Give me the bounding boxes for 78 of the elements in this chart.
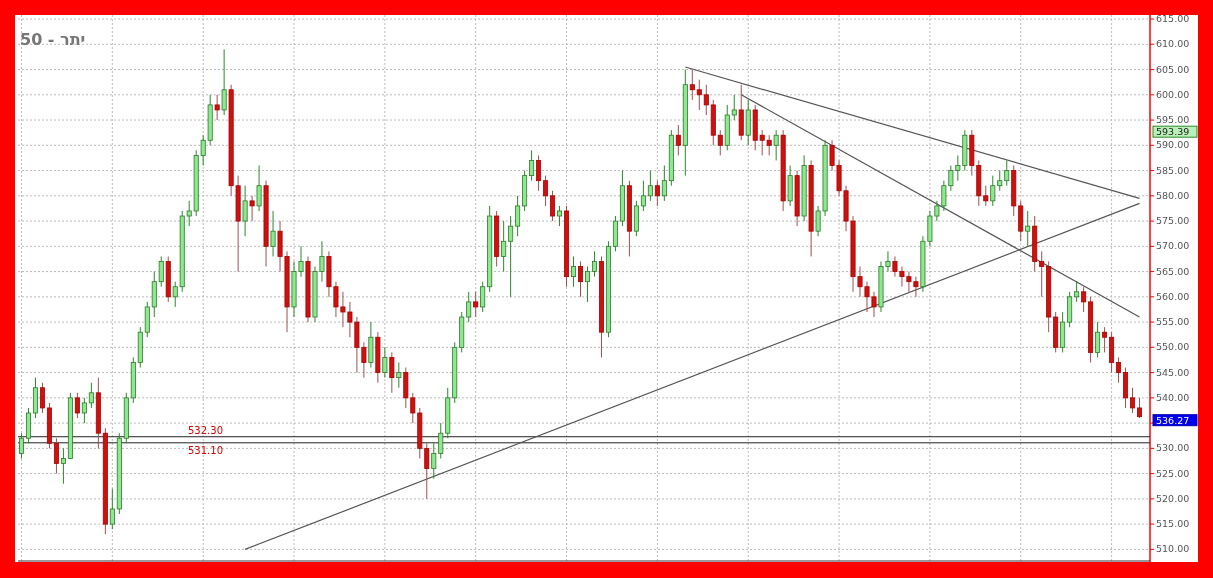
y-tick-label: 555.00: [1156, 316, 1190, 328]
candlestick: [1074, 281, 1080, 303]
candlestick: [1025, 210, 1031, 247]
candlestick: [703, 84, 709, 116]
candlestick: [109, 488, 115, 530]
candlestick: [39, 382, 45, 414]
y-tick-label: 540.00: [1156, 391, 1190, 403]
candlestick: [557, 205, 563, 227]
candlestick: [508, 215, 514, 298]
candlestick: [773, 129, 779, 161]
candlestick: [270, 210, 276, 257]
y-tick-label: 515.00: [1156, 518, 1190, 530]
candlestick: [249, 195, 255, 222]
candlestick: [473, 291, 479, 318]
candlestick: [1095, 321, 1101, 358]
candlestick: [515, 195, 521, 237]
candlestick: [1116, 356, 1122, 384]
candlestick: [256, 165, 262, 212]
y-tick-label: 615.00: [1156, 13, 1190, 25]
candlestick: [543, 175, 549, 207]
candlestick: [550, 190, 556, 222]
candlestick: [466, 291, 472, 323]
candlestick: [158, 255, 164, 288]
candlestick: [74, 392, 80, 419]
candlestick: [214, 94, 220, 121]
candlestick: [1102, 326, 1108, 353]
y-tick-label: 580.00: [1156, 189, 1190, 201]
ref-line-label: 531.10: [188, 444, 223, 456]
y-tick-label: 600.00: [1156, 88, 1190, 100]
y-tick-label: 550.00: [1156, 341, 1190, 353]
candlestick: [536, 154, 542, 192]
candlestick: [221, 48, 227, 116]
y-tick-label: 575.00: [1156, 215, 1190, 227]
y-tick-label: 565.00: [1156, 265, 1190, 277]
y-tick-label: 610.00: [1156, 38, 1190, 50]
candlestick: [480, 281, 486, 313]
text: 536.27: [1156, 414, 1190, 426]
candlestick: [389, 351, 395, 394]
candlestick: [591, 250, 597, 278]
candlestick: [1039, 250, 1045, 298]
candlestick: [529, 149, 535, 182]
text: יתר - 50: [20, 30, 86, 49]
candlestick: [81, 397, 87, 424]
y-tick-label: 570.00: [1156, 240, 1190, 252]
candlestick: [1130, 387, 1136, 414]
candlestick: [696, 79, 702, 111]
ref-line-label: 532.30: [188, 424, 223, 436]
candlestick: [88, 382, 94, 409]
candlestick: [661, 165, 667, 202]
candlestick: [1081, 286, 1087, 313]
candlestick: [1137, 397, 1143, 419]
candlestick: [585, 266, 590, 303]
candlestick: [60, 447, 66, 485]
y-tick-label: 605.00: [1156, 63, 1190, 75]
candlestick: [501, 220, 507, 273]
candlestick: [396, 361, 402, 389]
y-tick-label: 585.00: [1156, 164, 1190, 176]
candlestick: [578, 260, 583, 298]
candlestick: [19, 432, 24, 459]
candlestick: [654, 180, 660, 207]
text: 593.39: [1156, 126, 1190, 138]
y-tick-label: 560.00: [1156, 290, 1190, 302]
candlestick: [53, 437, 59, 475]
candlestick: [640, 180, 646, 212]
y-tick-label: 530.00: [1156, 442, 1190, 454]
candlestick: [689, 69, 695, 101]
candlestick: [717, 129, 723, 156]
y-tick-label: 595.00: [1156, 114, 1190, 126]
candlestick: [382, 346, 388, 379]
y-tick-label: 520.00: [1156, 492, 1190, 504]
candlestick: [571, 255, 577, 288]
y-tick-label: 545.00: [1156, 366, 1190, 378]
candlestick: [675, 124, 681, 156]
candlestick: [242, 185, 248, 237]
y-tick-label: 510.00: [1156, 543, 1190, 555]
y-tick-label: 525.00: [1156, 467, 1190, 479]
y-tick-label: 590.00: [1156, 139, 1190, 151]
candlestick: [647, 170, 653, 202]
